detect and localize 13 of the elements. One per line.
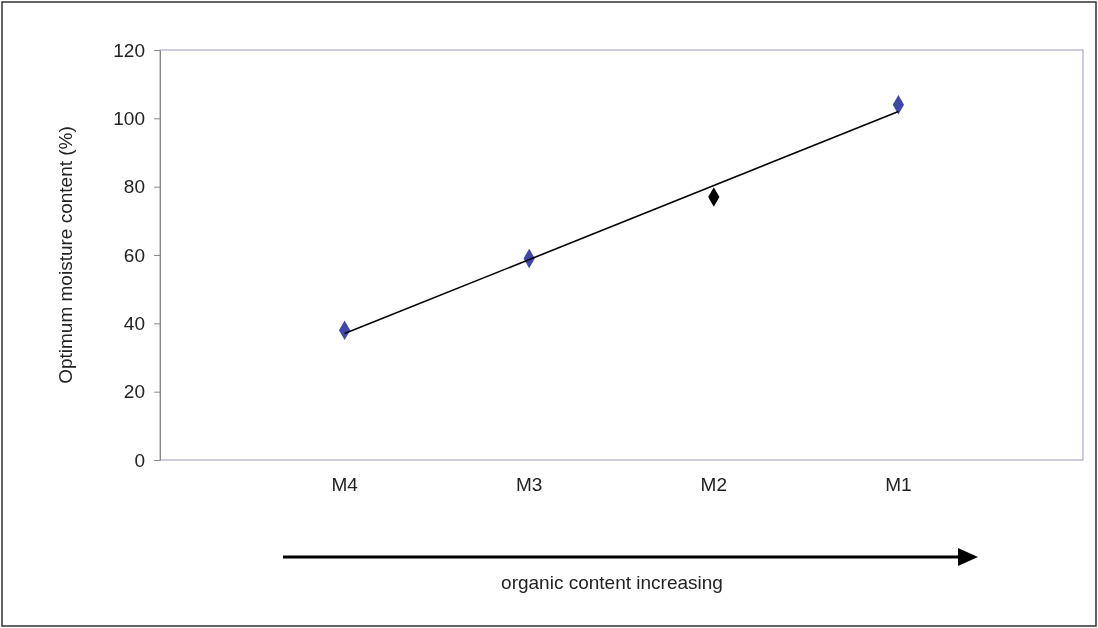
x-tick-label: M1 [885,474,912,495]
y-tick-label: 20 [123,381,145,403]
y-axis-title: Optimum moisture content (%) [55,126,76,384]
y-tick-label: 80 [123,176,145,198]
y-tick-label: 60 [123,244,145,266]
x-tick-label: M3 [516,474,543,495]
y-tick-label: 0 [134,449,145,471]
x-tick-label: M4 [331,474,359,495]
y-tick-label: 120 [113,39,145,61]
x-tick-label: M2 [700,474,727,495]
y-tick-label: 40 [123,312,145,334]
y-tick-label: 100 [113,107,145,129]
text: organic content increasing [501,572,723,593]
